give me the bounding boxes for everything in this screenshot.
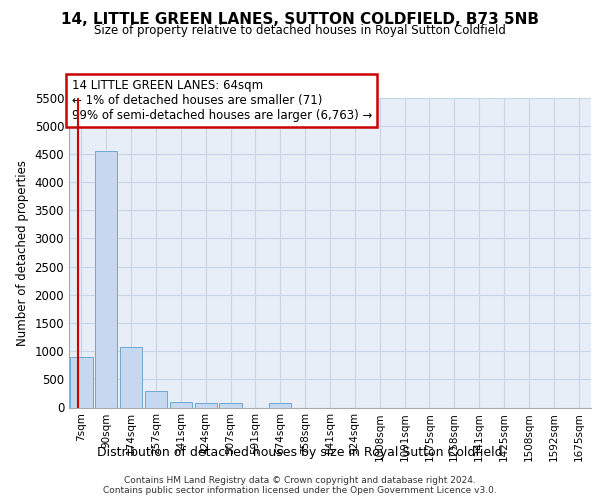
Bar	[170, 402, 192, 407]
Text: Contains HM Land Registry data © Crown copyright and database right 2024.: Contains HM Land Registry data © Crown c…	[124, 476, 476, 485]
Bar	[70, 357, 92, 408]
Text: Distribution of detached houses by size in Royal Sutton Coldfield: Distribution of detached houses by size …	[97, 446, 503, 459]
Bar	[145, 391, 167, 407]
Bar	[269, 404, 292, 407]
Bar	[194, 404, 217, 407]
Y-axis label: Number of detached properties: Number of detached properties	[16, 160, 29, 346]
Bar	[95, 151, 118, 407]
Text: 14 LITTLE GREEN LANES: 64sqm
← 1% of detached houses are smaller (71)
99% of sem: 14 LITTLE GREEN LANES: 64sqm ← 1% of det…	[71, 79, 372, 122]
Text: Size of property relative to detached houses in Royal Sutton Coldfield: Size of property relative to detached ho…	[94, 24, 506, 37]
Bar	[120, 347, 142, 408]
Text: 14, LITTLE GREEN LANES, SUTTON COLDFIELD, B73 5NB: 14, LITTLE GREEN LANES, SUTTON COLDFIELD…	[61, 12, 539, 28]
Text: Contains public sector information licensed under the Open Government Licence v3: Contains public sector information licen…	[103, 486, 497, 495]
Bar	[220, 404, 242, 407]
